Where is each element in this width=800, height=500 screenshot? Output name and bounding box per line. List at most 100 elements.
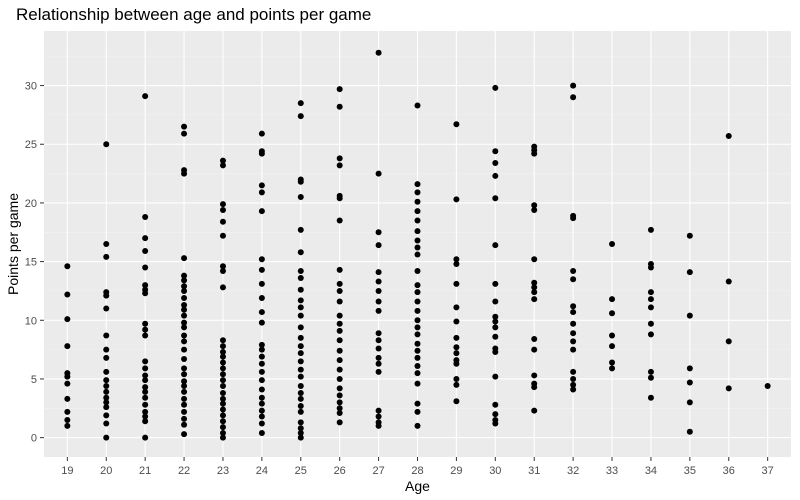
data-point — [142, 394, 149, 401]
data-point — [609, 359, 616, 366]
data-point — [531, 336, 538, 343]
data-point — [336, 327, 343, 334]
data-point — [181, 421, 188, 428]
data-point — [297, 390, 304, 397]
data-point — [453, 260, 460, 267]
x-tick-label: 26 — [334, 465, 346, 477]
data-point — [570, 368, 577, 375]
data-point — [453, 304, 460, 311]
data-point — [297, 312, 304, 319]
data-point — [686, 379, 693, 386]
x-tick-label: 35 — [684, 465, 696, 477]
data-point — [219, 201, 226, 208]
data-point — [103, 388, 110, 395]
data-points — [64, 49, 771, 441]
data-point — [258, 394, 265, 401]
data-point — [375, 242, 382, 249]
data-point — [181, 338, 188, 345]
data-point — [64, 422, 71, 429]
data-point — [570, 267, 577, 274]
data-point — [142, 282, 149, 289]
data-point — [414, 363, 421, 370]
data-point — [181, 306, 188, 313]
data-point — [181, 365, 188, 372]
data-point — [492, 84, 499, 91]
data-point — [414, 380, 421, 387]
data-point — [414, 408, 421, 415]
data-point — [375, 287, 382, 294]
data-point — [258, 309, 265, 316]
data-point — [336, 375, 343, 382]
data-point — [414, 400, 421, 407]
data-point — [258, 420, 265, 427]
data-point — [142, 413, 149, 420]
data-point — [375, 278, 382, 285]
data-point — [570, 338, 577, 345]
data-point — [142, 418, 149, 425]
data-point — [531, 256, 538, 263]
data-point — [103, 368, 110, 375]
data-point — [492, 172, 499, 179]
data-point — [414, 237, 421, 244]
data-point — [570, 94, 577, 101]
data-point — [219, 371, 226, 378]
data-point — [375, 354, 382, 361]
data-point — [181, 332, 188, 339]
data-point — [492, 420, 499, 427]
y-axis-title: Points per game — [5, 193, 21, 295]
x-tick-label: 27 — [372, 465, 384, 477]
data-point — [297, 373, 304, 380]
data-point — [258, 189, 265, 196]
data-point — [258, 368, 265, 375]
data-point — [492, 411, 499, 418]
data-point — [453, 350, 460, 357]
data-point — [219, 418, 226, 425]
y-tick-label: 5 — [31, 374, 37, 386]
data-point — [181, 302, 188, 309]
x-tick-label: 19 — [61, 465, 73, 477]
data-point — [297, 425, 304, 432]
data-point — [219, 383, 226, 389]
data-point — [414, 307, 421, 314]
x-tick-label: 36 — [723, 465, 735, 477]
data-point — [64, 343, 71, 350]
data-point — [492, 313, 499, 320]
y-tick-label: 15 — [25, 257, 37, 269]
data-point — [647, 264, 654, 271]
data-point — [297, 275, 304, 282]
data-point — [453, 196, 460, 203]
data-point — [181, 255, 188, 262]
x-tick-label: 20 — [100, 465, 112, 477]
data-point — [181, 408, 188, 415]
data-point — [531, 202, 538, 209]
data-point — [103, 420, 110, 427]
data-point — [686, 365, 693, 372]
data-point — [414, 228, 421, 235]
data-point — [64, 395, 71, 402]
data-point — [142, 358, 149, 365]
data-point — [297, 343, 304, 350]
data-point — [142, 214, 149, 221]
data-point — [181, 415, 188, 422]
data-point — [686, 269, 693, 276]
data-point — [492, 298, 499, 305]
data-point — [375, 422, 382, 429]
data-point — [336, 320, 343, 327]
data-point — [336, 162, 343, 169]
data-point — [181, 170, 188, 177]
data-point — [297, 226, 304, 233]
data-point — [609, 332, 616, 339]
data-point — [142, 320, 149, 327]
data-point — [258, 150, 265, 157]
data-point — [258, 256, 265, 263]
x-tick-label: 28 — [411, 465, 423, 477]
data-point — [219, 429, 226, 436]
data-point — [336, 419, 343, 426]
data-point — [103, 346, 110, 353]
data-point — [414, 340, 421, 347]
y-tick-label: 30 — [25, 81, 37, 93]
data-point — [219, 348, 226, 355]
x-axis-title: Age — [405, 478, 430, 494]
data-point — [297, 194, 304, 201]
data-point — [453, 318, 460, 325]
